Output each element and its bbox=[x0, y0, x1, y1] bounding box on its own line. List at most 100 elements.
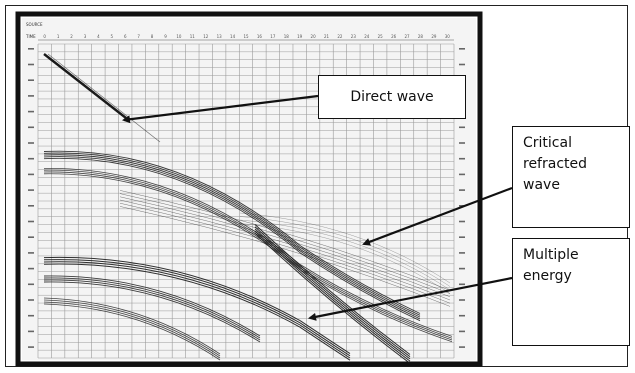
refracted-wave-trace bbox=[239, 223, 451, 294]
right-mark bbox=[459, 189, 465, 191]
right-mark bbox=[459, 330, 465, 333]
refracted-wave-trace bbox=[43, 152, 301, 248]
refracted-wave-trace bbox=[43, 150, 301, 246]
tick-label: 2 bbox=[70, 34, 73, 39]
right-mark bbox=[459, 252, 465, 254]
right-mark bbox=[459, 142, 465, 144]
left-mark bbox=[28, 267, 34, 270]
right-mark bbox=[459, 267, 465, 270]
refracted-wave-trace bbox=[299, 264, 453, 337]
multiple-energy-trace bbox=[43, 261, 301, 326]
tick-label: 30 bbox=[445, 34, 451, 39]
multiple-energy-trace bbox=[299, 320, 351, 355]
multiple-energy-trace bbox=[43, 279, 261, 341]
annotation-arrows bbox=[122, 94, 513, 321]
multiple-energy-trace bbox=[43, 281, 261, 343]
left-mark bbox=[28, 299, 34, 301]
refracted-wave-trace bbox=[299, 246, 421, 316]
tick-label: 8 bbox=[151, 34, 154, 39]
tick-label: 16 bbox=[257, 34, 263, 39]
tick-label: 12 bbox=[203, 34, 209, 39]
multiple-energy-trace bbox=[43, 299, 221, 357]
direct-wave-arrow bbox=[122, 94, 319, 124]
multiple-energy-trace bbox=[299, 326, 351, 361]
refracted-wave-trace bbox=[239, 216, 451, 287]
source-ruler-label: SOURCE bbox=[26, 22, 43, 27]
tick-label: 29 bbox=[431, 34, 437, 39]
tick-label: 14 bbox=[230, 34, 236, 39]
right-mark bbox=[459, 48, 465, 50]
time-ruler-label: TIME bbox=[25, 34, 36, 39]
refracted-wave-trace bbox=[254, 228, 411, 360]
record-panel-border bbox=[15, 11, 483, 367]
multiple-energy-trace bbox=[43, 303, 221, 361]
right-mark bbox=[459, 157, 465, 160]
refracted-wave-trace bbox=[43, 154, 301, 250]
refracted-wave-trace bbox=[299, 250, 421, 320]
refracted-wave-trace bbox=[119, 193, 451, 294]
tick-label: 19 bbox=[297, 34, 303, 39]
tick-label: 28 bbox=[418, 34, 424, 39]
multiple-energy-trace bbox=[43, 301, 221, 359]
tick-label: 27 bbox=[404, 34, 410, 39]
left-mark bbox=[28, 189, 34, 191]
left-mark bbox=[28, 157, 34, 160]
refracted-wave-trace bbox=[43, 156, 301, 252]
refracted-wave-trace bbox=[254, 224, 411, 355]
refracted-wave-trace bbox=[119, 202, 451, 304]
refracted-wave-trace bbox=[254, 226, 411, 358]
top-ruler: SOURCE TIME bbox=[25, 22, 43, 39]
left-mark bbox=[28, 220, 34, 223]
refracted-wave-trace bbox=[43, 169, 301, 267]
tick-label: 5 bbox=[111, 34, 114, 39]
tick-label: 1 bbox=[57, 34, 60, 39]
left-mark bbox=[28, 110, 34, 113]
direct-wave-label: Direct wave bbox=[318, 75, 466, 119]
refracted-wave-trace bbox=[119, 199, 451, 301]
right-mark bbox=[459, 283, 465, 286]
seismic-traces bbox=[43, 53, 453, 364]
refracted-wave-trace bbox=[43, 157, 301, 254]
tick-label: 17 bbox=[270, 34, 276, 39]
multiple-energy-trace bbox=[299, 324, 351, 359]
left-mark bbox=[28, 283, 34, 286]
refracted-wave-trace bbox=[254, 232, 411, 364]
tick-label: 7 bbox=[137, 34, 140, 39]
multiple-energy-trace bbox=[43, 256, 301, 322]
tick-label: 13 bbox=[217, 34, 223, 39]
refracted-wave-trace bbox=[119, 206, 451, 307]
multiple-energy-label: Multiple energy bbox=[512, 238, 630, 346]
right-mark bbox=[459, 63, 465, 66]
right-mark bbox=[459, 314, 465, 317]
left-mark bbox=[28, 314, 34, 317]
tick-label: 9 bbox=[164, 34, 167, 39]
tick-label: 10 bbox=[176, 34, 182, 39]
tick-label: 21 bbox=[324, 34, 330, 39]
multiple-energy-trace bbox=[43, 275, 261, 337]
right-mark bbox=[459, 220, 465, 223]
left-mark bbox=[28, 142, 34, 144]
tick-label: 25 bbox=[378, 34, 384, 39]
left-mark bbox=[28, 79, 34, 81]
refracted-wave-arrow bbox=[362, 186, 513, 246]
refracted-wave-trace bbox=[119, 190, 451, 291]
refracted-wave-trace bbox=[119, 196, 451, 298]
multiple-energy-trace bbox=[299, 322, 351, 357]
refracted-wave-trace bbox=[239, 219, 451, 291]
left-mark bbox=[28, 126, 34, 129]
tick-label: 26 bbox=[391, 34, 397, 39]
tick-label: 6 bbox=[124, 34, 127, 39]
multiple-energy-trace bbox=[43, 277, 261, 339]
left-mark bbox=[28, 95, 34, 97]
tick-label: 23 bbox=[351, 34, 357, 39]
tick-label: 24 bbox=[364, 34, 370, 39]
critical-refracted-wave-label: Critical refracted wave bbox=[512, 126, 630, 228]
left-mark bbox=[28, 252, 34, 254]
direct-wave-trace bbox=[43, 53, 127, 119]
top-tick-labels: 0 1 2 3 4 5 6 7 8 9 10 11 12 13 14 15 16 17 18 19 20 21 22 23 24… bbox=[43, 34, 450, 39]
tick-label: 3 bbox=[84, 34, 87, 39]
refracted-wave-trace bbox=[299, 267, 453, 341]
direct-wave-trace bbox=[47, 53, 161, 143]
left-mark bbox=[28, 48, 34, 50]
